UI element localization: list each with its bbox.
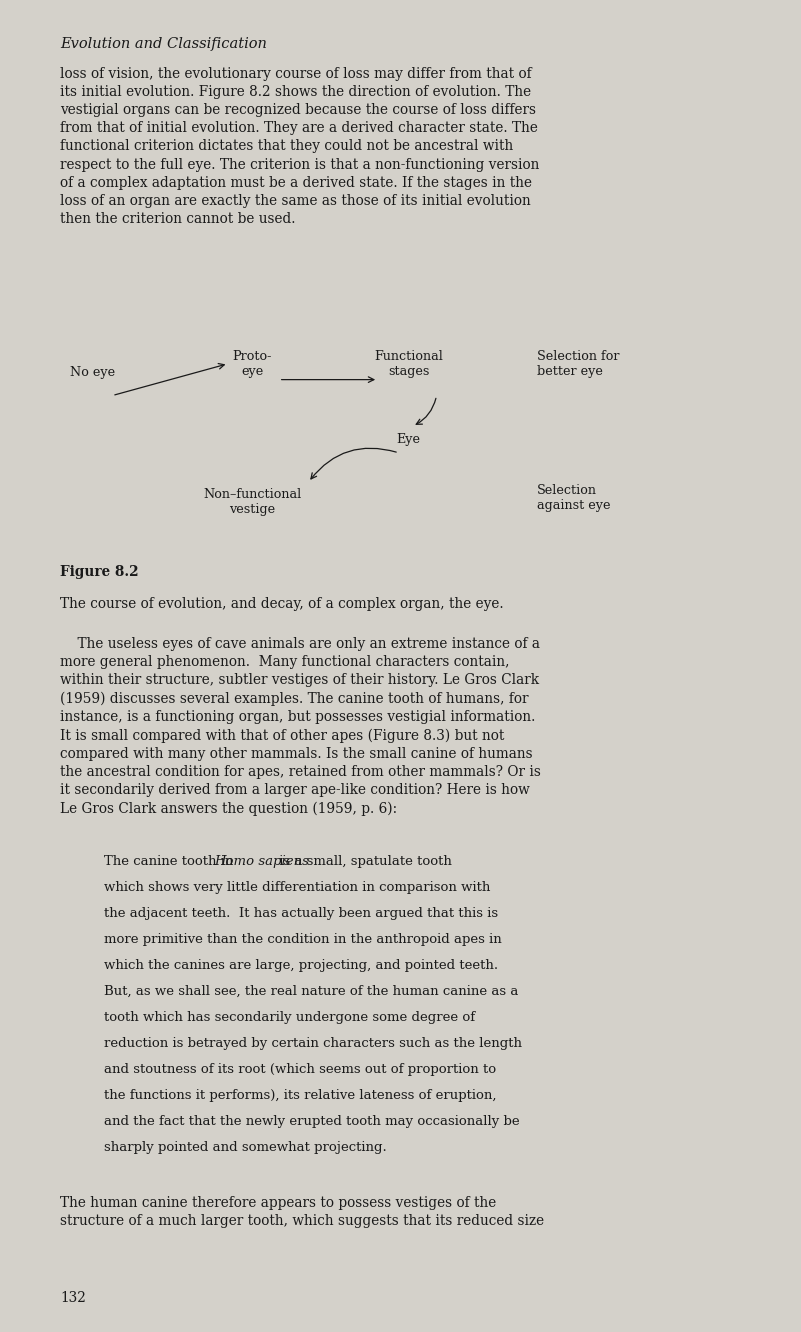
Text: loss of vision, the evolutionary course of loss may differ from that of
its init: loss of vision, the evolutionary course … <box>60 67 539 226</box>
Text: Proto-
eye: Proto- eye <box>232 349 272 378</box>
Text: The course of evolution, and decay, of a complex organ, the eye.: The course of evolution, and decay, of a… <box>60 597 504 611</box>
Text: the adjacent teeth.  It has actually been argued that this is: the adjacent teeth. It has actually been… <box>104 907 498 920</box>
Text: and the fact that the newly erupted tooth may occasionally be: and the fact that the newly erupted toot… <box>104 1115 520 1128</box>
Text: Functional
stages: Functional stages <box>374 349 443 378</box>
Text: and stoutness of its root (which seems out of proportion to: and stoutness of its root (which seems o… <box>104 1063 497 1076</box>
Text: No eye: No eye <box>70 366 115 380</box>
Text: is a small, spatulate tooth: is a small, spatulate tooth <box>275 855 452 868</box>
Text: The canine tooth in: The canine tooth in <box>104 855 238 868</box>
Text: Selection for
better eye: Selection for better eye <box>537 349 619 378</box>
Text: Homo sapiens: Homo sapiens <box>214 855 309 868</box>
Text: sharply pointed and somewhat projecting.: sharply pointed and somewhat projecting. <box>104 1142 387 1154</box>
Text: The useless eyes of cave animals are only an extreme instance of a
more general : The useless eyes of cave animals are onl… <box>60 637 541 817</box>
Text: Figure 8.2: Figure 8.2 <box>60 565 139 579</box>
Text: which shows very little differentiation in comparison with: which shows very little differentiation … <box>104 882 490 894</box>
Text: Eye: Eye <box>396 433 421 446</box>
Text: Non–functional
vestige: Non–functional vestige <box>203 488 301 517</box>
Text: the functions it performs), its relative lateness of eruption,: the functions it performs), its relative… <box>104 1090 497 1102</box>
Text: Selection
against eye: Selection against eye <box>537 484 610 513</box>
Text: reduction is betrayed by certain characters such as the length: reduction is betrayed by certain charact… <box>104 1038 522 1050</box>
Text: But, as we shall see, the real nature of the human canine as a: But, as we shall see, the real nature of… <box>104 986 518 998</box>
Text: which the canines are large, projecting, and pointed teeth.: which the canines are large, projecting,… <box>104 959 498 972</box>
Text: The human canine therefore appears to possess vestiges of the
structure of a muc: The human canine therefore appears to po… <box>60 1196 544 1228</box>
Text: Evolution and Classification: Evolution and Classification <box>60 37 267 52</box>
Text: more primitive than the condition in the anthropoid apes in: more primitive than the condition in the… <box>104 934 502 946</box>
Text: tooth which has secondarily undergone some degree of: tooth which has secondarily undergone so… <box>104 1011 475 1024</box>
Text: 132: 132 <box>60 1291 86 1305</box>
